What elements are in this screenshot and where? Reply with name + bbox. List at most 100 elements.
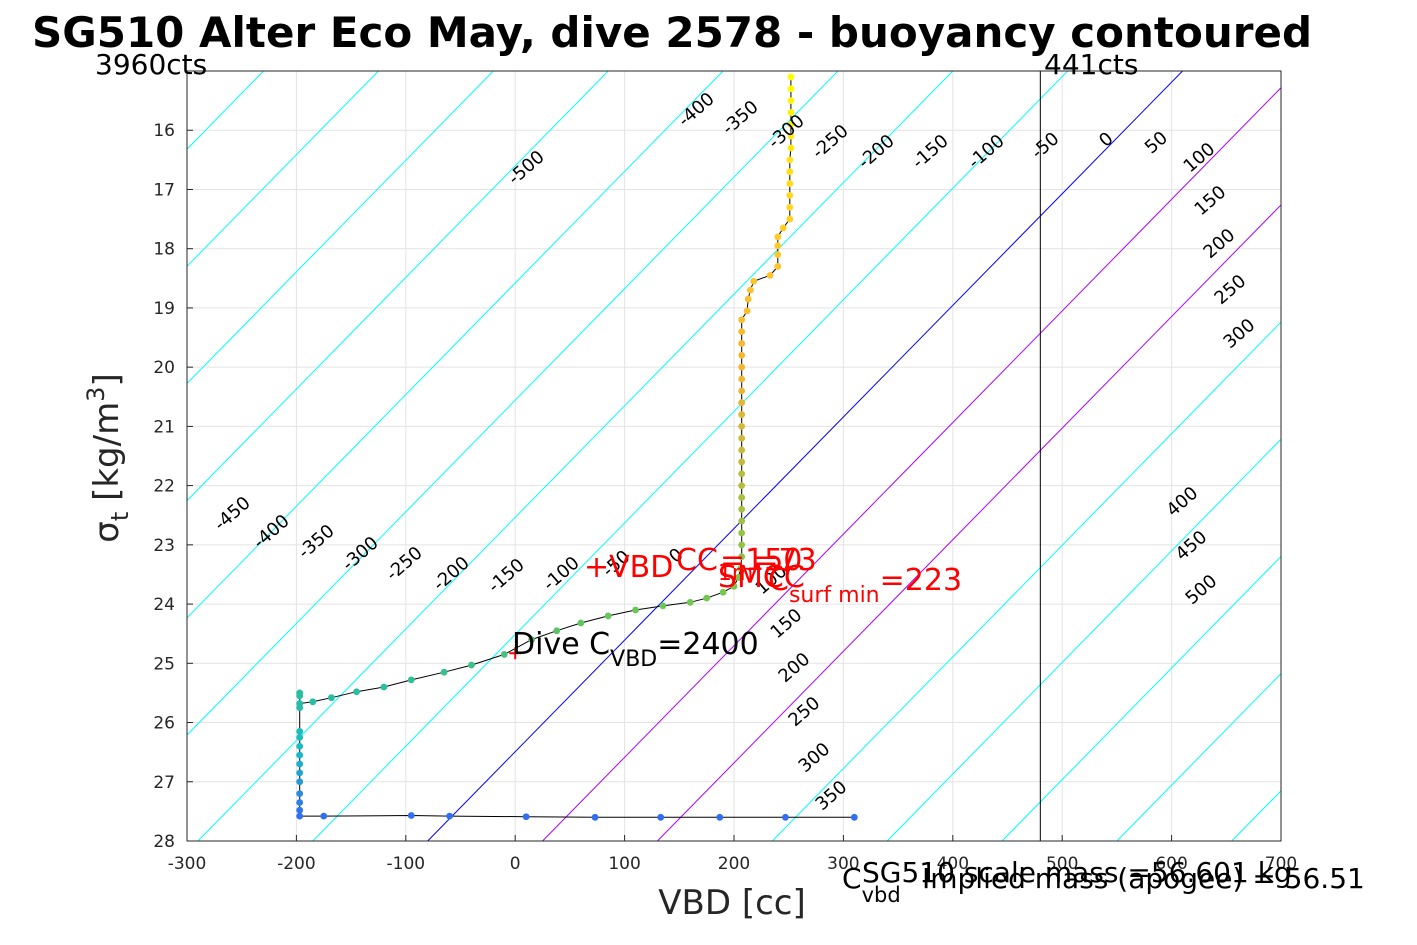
- contour-line: [542, 87, 1281, 841]
- cvbd-sub: vbd: [862, 883, 901, 907]
- profile-point: [738, 458, 746, 466]
- profile-point: [528, 636, 536, 644]
- profile-series: [296, 73, 858, 821]
- profile-point: [296, 751, 304, 759]
- profile-point: [738, 446, 746, 454]
- profile-point: [786, 180, 794, 187]
- y-label-sigma: σ: [87, 521, 127, 543]
- y-tick-label: 19: [153, 299, 175, 319]
- profile-line: [299, 76, 855, 818]
- y-tick-label: 26: [153, 714, 175, 734]
- csurf-label: C: [768, 563, 789, 598]
- svg-text:σt [kg/m3]: σt [kg/m3]: [82, 373, 134, 542]
- contour-line: [187, 71, 724, 619]
- profile-point: [744, 295, 752, 303]
- profile-point: [738, 541, 746, 549]
- profile-point: [716, 813, 724, 821]
- profile-point: [786, 203, 794, 211]
- profile-point: [774, 233, 782, 241]
- y-tick-label: 17: [153, 180, 175, 200]
- dive-annotation: Dive CVBD=2400: [512, 627, 759, 672]
- profile-point: [446, 812, 453, 820]
- profile-point: [750, 277, 758, 285]
- csurf-value: =223: [880, 563, 962, 598]
- profile-point: [786, 168, 794, 176]
- profile-point: [766, 271, 774, 279]
- profile-point: [738, 505, 746, 513]
- profile-point: [296, 799, 304, 806]
- profile-point: [738, 553, 746, 561]
- y-axis-ticks: 16 17 18 19 20 21 22 23 24 25 26 27 28: [153, 121, 193, 852]
- profile-point: [787, 85, 795, 93]
- profile-point: [738, 470, 746, 478]
- y-tick-label: 27: [153, 773, 175, 793]
- profile-point: [657, 813, 665, 821]
- x-axis-ticks: -300 -200 -100 0 100 200 300 400 500 600 700: [168, 835, 1297, 874]
- profile-point: [786, 156, 794, 164]
- profile-point: [730, 582, 738, 590]
- x-axis-label: VBD [cc]: [658, 883, 806, 923]
- y-label-close: ]: [87, 373, 127, 386]
- profile-point: [738, 482, 746, 490]
- x-tick-label: 100: [608, 854, 640, 874]
- cc-value: =73: [753, 543, 816, 578]
- buoyancy-contours: [0, 71, 1281, 841]
- cc-label: CC: [676, 543, 718, 578]
- profile-point: [328, 694, 335, 702]
- y-tick-label: 25: [153, 654, 175, 674]
- profile-point: [787, 97, 795, 105]
- footer-cvbd: Cvbd: [842, 862, 901, 907]
- y-axis-label: σt [kg/m3]: [82, 373, 134, 542]
- svg-text:Dive CVBD=2400: Dive CVBD=2400: [512, 627, 759, 672]
- profile-point: [738, 340, 746, 347]
- profile-point: [296, 778, 304, 786]
- profile-point: [738, 494, 746, 501]
- x-tick-label: 400: [937, 854, 969, 874]
- contour-line: [886, 438, 1281, 841]
- y-label-unit: [kg/m: [87, 402, 127, 512]
- profile-point: [738, 363, 746, 371]
- profile-point: [296, 769, 304, 777]
- profile-point: [738, 316, 746, 324]
- profile-point: [738, 387, 746, 395]
- dive-label: Dive C: [512, 627, 610, 662]
- profile-point: [738, 517, 746, 525]
- dive-value: =2400: [657, 627, 758, 662]
- contour-line: [197, 71, 954, 841]
- profile-point: [296, 733, 304, 741]
- x-tick-label: 300: [827, 854, 859, 874]
- y-tick-label: 16: [153, 121, 175, 141]
- profile-point: [296, 742, 304, 750]
- x-tick-label: 200: [718, 854, 750, 874]
- profile-point: [738, 529, 746, 537]
- counts-right: 441cts: [1044, 48, 1138, 81]
- y-tick-label: 28: [153, 832, 175, 852]
- profile-point: [747, 286, 754, 294]
- profile-point: [591, 813, 599, 821]
- contour-line: [187, 71, 494, 385]
- contour-line: [0, 71, 34, 841]
- profile-point: [738, 328, 746, 336]
- profile-point: [738, 399, 746, 407]
- profile-point: [774, 251, 782, 259]
- contour-line: [187, 71, 839, 736]
- profile-point: [686, 598, 694, 606]
- profile-point: [296, 689, 304, 697]
- profile-point: [309, 698, 317, 706]
- x-tick-label: -100: [387, 854, 426, 874]
- profile-point: [553, 627, 561, 635]
- profile-point: [774, 263, 782, 270]
- profile-point: [850, 813, 858, 821]
- profile-point: [296, 812, 304, 820]
- profile-point: [296, 728, 304, 735]
- contour-line: [657, 204, 1281, 841]
- profile-point: [787, 132, 795, 140]
- profile-point: [468, 661, 475, 669]
- profile-point: [320, 812, 328, 820]
- contour-line: [1116, 672, 1281, 841]
- profile-point: [296, 704, 304, 712]
- profile-point: [782, 813, 789, 821]
- svg-text:CC1m=73: CC1m=73: [676, 543, 817, 586]
- profile-point: [774, 242, 782, 250]
